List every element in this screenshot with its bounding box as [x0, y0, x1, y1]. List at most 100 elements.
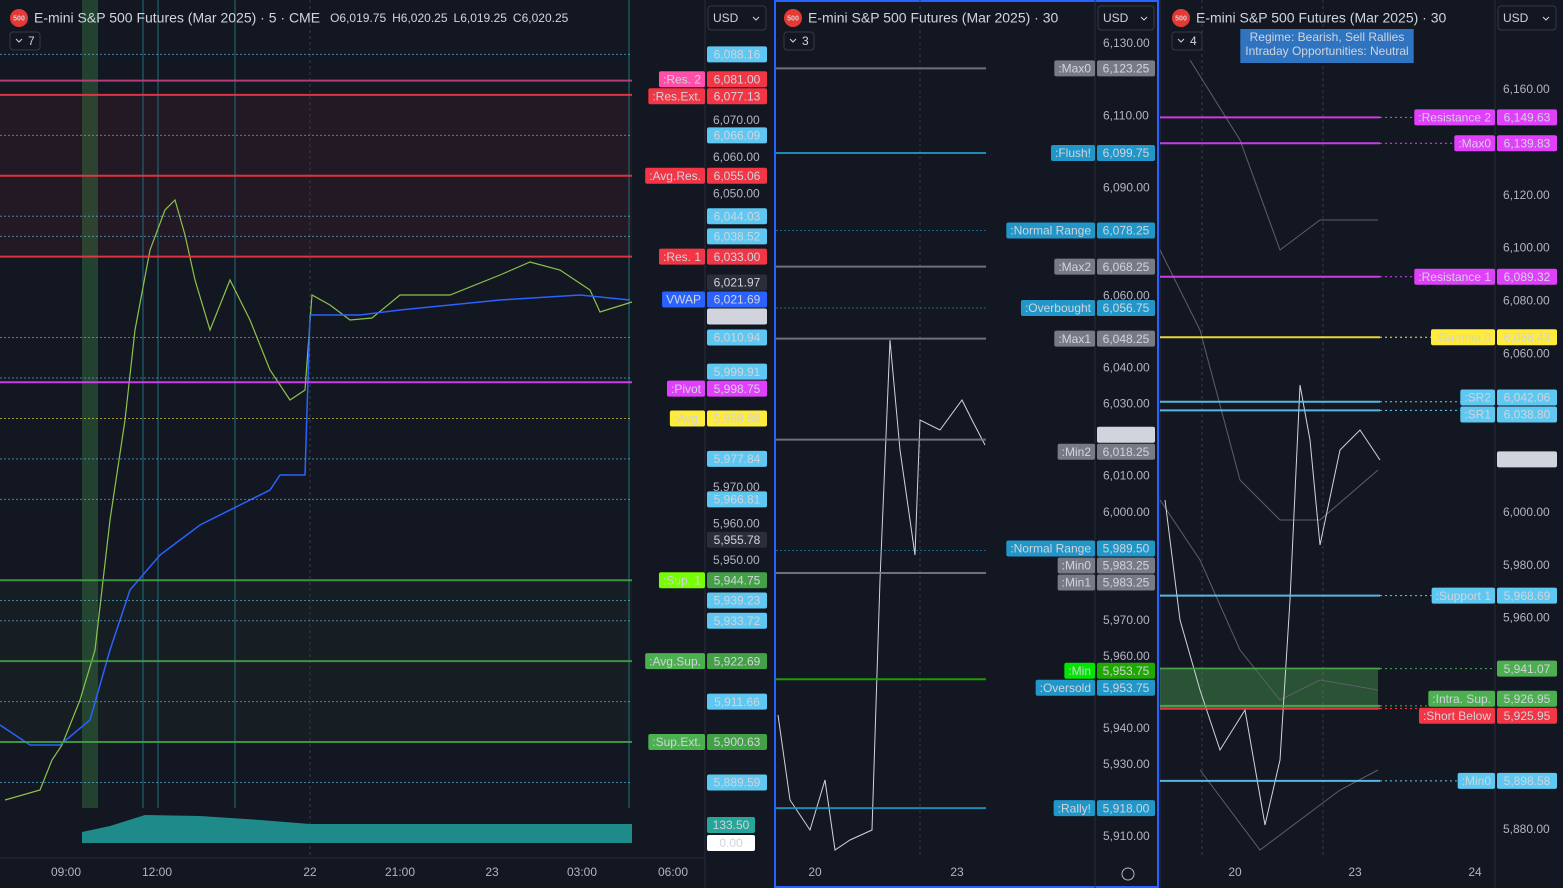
level-name-tag: :Avg.Res. [645, 167, 705, 184]
level-name-box [1020, 300, 1095, 317]
level-name: :Max2 [1058, 260, 1091, 274]
price-label: 5,983.25 [1103, 576, 1150, 590]
price-label-box [1497, 109, 1557, 126]
price-label: 6,038.80 [1504, 408, 1551, 422]
currency-button[interactable] [1097, 5, 1155, 31]
level-name-box [1414, 268, 1495, 285]
x-tick-label: 23 [1348, 865, 1362, 879]
indicator-toggle[interactable] [1171, 31, 1203, 51]
intraday-support-zone [1160, 670, 1378, 710]
level-name-box [669, 410, 705, 427]
level-name: VWAP [666, 293, 701, 307]
level-name-tag: VWAP [662, 291, 705, 308]
price-label-box [707, 380, 767, 397]
ohlc-value: 6,020.25 [522, 11, 569, 25]
session-lines [142, 0, 630, 858]
level-name-box [1460, 389, 1495, 406]
x-tick-label: 03:00 [567, 865, 597, 879]
price-label-box [1097, 540, 1155, 557]
ohlc-key: C [513, 11, 522, 25]
level-name: :Sup. 1 [663, 573, 701, 587]
level-name: :Resistance 1 [1418, 270, 1491, 284]
price-label: 6,018.25 [1103, 445, 1150, 459]
price-label: 5,911.66 [714, 695, 760, 709]
chevron-icon [15, 38, 23, 43]
currency: USD [713, 11, 739, 25]
price-label-box [707, 653, 767, 670]
level-name-tag: :Resistance 1 [1414, 268, 1495, 285]
price-label: 5,889.59 [714, 776, 761, 790]
currency-button[interactable] [707, 5, 767, 31]
price-label-box [1097, 60, 1155, 77]
indicator-toggle[interactable] [9, 31, 41, 51]
settings-icon[interactable] [1121, 867, 1135, 881]
price-label: 6,149.63 [1504, 111, 1551, 125]
level-name: :Avg. [674, 412, 701, 426]
level-name: :Max0 [1058, 62, 1091, 76]
price-label-box [707, 572, 767, 589]
level-name-box [666, 380, 705, 397]
level-name-tag: :Res.Ext. [648, 88, 705, 105]
level-name-box [1053, 800, 1095, 817]
price-label: 5,926.95 [1504, 692, 1551, 706]
chart-title: E-mini S&P 500 Futures (Mar 2025) · 30 [808, 10, 1059, 26]
chevron-icon [752, 16, 760, 21]
price-label-box [1097, 330, 1155, 347]
level-name-tag: :Max2 [1054, 258, 1095, 275]
price-label-box [1497, 135, 1557, 152]
chevron-icon [1177, 38, 1185, 43]
price-label-box [1097, 679, 1155, 696]
price-label: 5,953.75 [1103, 681, 1150, 695]
level-name-box [648, 734, 705, 751]
y-tick-label: 6,000.00 [1103, 505, 1150, 519]
level-name: :Resistance 2 [1418, 111, 1491, 125]
level-name-tag: :Intra. Sup. [1428, 690, 1495, 707]
indicator-count: 4 [1190, 34, 1197, 48]
price-label-box [707, 208, 767, 225]
y-tick-label: 6,040.00 [1103, 361, 1150, 375]
y-tick-label: 5,980.00 [1503, 558, 1550, 572]
chevron-icon [1542, 16, 1550, 21]
indicator-toggle[interactable] [783, 31, 815, 51]
active-pane-border[interactable] [774, 0, 1159, 888]
currency: USD [1503, 11, 1529, 25]
x-tick-label: 24 [1468, 865, 1482, 879]
price-label-box [1097, 300, 1155, 317]
price-label: 6,038.52 [714, 230, 761, 244]
price-label-box [1497, 389, 1557, 406]
price-label: 6,077.13 [714, 89, 761, 103]
volume-label: 0.00 [719, 836, 743, 850]
level-name-box [1054, 330, 1095, 347]
level-name-tag: :Min2 [1057, 443, 1095, 460]
volume-label-box [707, 817, 755, 833]
annotation-line: Regime: Bearish, Sell Rallies [1250, 30, 1405, 44]
price-label-box [1497, 268, 1557, 285]
level-name-tag: :Sup. 1 [658, 572, 705, 589]
y-tick-label: 5,960.00 [713, 517, 760, 531]
symbol-logo-text: 500 [1175, 15, 1187, 22]
level-name: :Min1 [1062, 576, 1092, 590]
price-label-box [1497, 451, 1557, 468]
price-label: 5,939.23 [714, 594, 761, 608]
indicator-count: 7 [28, 34, 35, 48]
x-tick-label: 23 [485, 865, 499, 879]
price-label-box [707, 693, 767, 710]
price-label: 6,123.25 [1103, 62, 1150, 76]
price-label: 6,081.00 [714, 72, 761, 86]
y-tick-label: 6,120.00 [1503, 188, 1550, 202]
level-name-tag: :Support 1 [1431, 587, 1495, 604]
price-label-box [707, 291, 767, 308]
symbol-logo [784, 9, 802, 27]
ohlc-value: 6,019.25 [460, 11, 507, 25]
currency-button[interactable] [1497, 5, 1557, 31]
y-tick-label: 6,010.00 [1103, 469, 1150, 483]
ohlc-key: O [330, 11, 339, 25]
x-tick-label: 20 [1228, 865, 1242, 879]
price-label-box [707, 612, 767, 629]
volume-label-box [707, 835, 755, 851]
level-name: :Min0 [1062, 559, 1092, 573]
price-label-box [707, 774, 767, 791]
price-label: 6,055.06 [714, 169, 761, 183]
price-label-box [1097, 426, 1155, 443]
